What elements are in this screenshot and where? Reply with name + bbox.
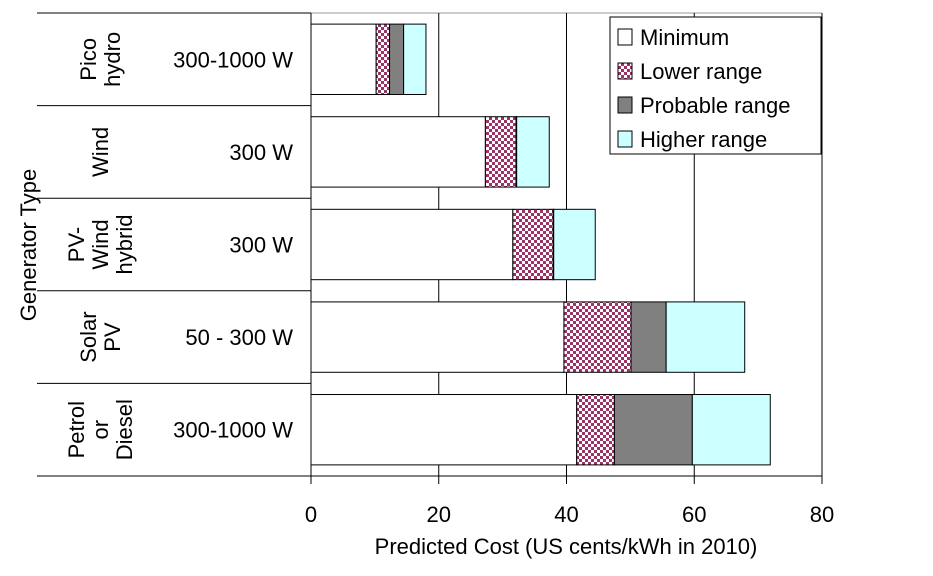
x-tick-label: 80 [810,502,834,527]
category-type-label: Wind [88,219,113,269]
bar-minimum [310,208,514,281]
legend-swatch [617,96,633,114]
bar-higher-range [403,23,427,95]
category-type-label: hydro [100,32,125,87]
category-type-label: hybrid [112,215,137,275]
bar-lower-range [512,208,554,281]
x-tick-label: 60 [682,502,706,527]
bar-minimum [310,116,486,188]
category-type-label: Petrol [64,401,89,458]
bar-higher-range [665,301,746,373]
category-type-label: Diesel [112,399,137,460]
bar-higher-range [553,208,596,281]
legend: Minimum Lower range Probable range Higher r… [609,16,822,155]
legend-label: Higher range [640,127,767,152]
bar-higher-range [516,116,550,188]
bar-higher-range [691,394,771,466]
x-axis-label: Predicted Cost (US cents/kWh in 2010) [375,534,758,559]
category-power-label: 300-1000 W [173,418,293,443]
bar-lower-range [563,301,632,373]
category-type-label: Wind [88,127,113,177]
category-power-label: 300 W [229,140,293,165]
legend-label: Probable range [640,93,790,118]
category-type-label: or [88,420,113,440]
category-power-label: 300 W [229,233,293,258]
category-type-label: PV [100,322,125,352]
legend-swatch [617,130,633,148]
category-type-label: PV- [64,227,89,262]
bar-probable-range [613,394,693,466]
category-power-label: 300-1000 W [173,47,293,72]
x-tick-label: 40 [554,502,578,527]
bar-lower-range [484,116,517,188]
x-tick-label: 20 [427,502,451,527]
legend-label: Lower range [640,59,762,84]
category-type-label: Solar [76,311,101,362]
bars [310,23,771,466]
bar-lower-range [576,394,615,466]
bar-minimum [310,301,565,373]
bar-lower-range [375,23,391,95]
category-type-label: Pico [76,38,101,81]
bar-minimum [310,23,377,95]
x-tick-label: 0 [305,502,317,527]
legend-swatch [617,28,633,46]
bar-probable-range [630,301,667,373]
category-power-label: 50 - 300 W [185,325,293,350]
y-axis-label: Generator Type [16,169,41,321]
legend-label: Minimum [640,25,729,50]
bar-probable-range [389,23,405,95]
legend-swatch [617,62,633,80]
x-axis: 0 20 40 60 80 [37,13,834,527]
bar-minimum [310,394,578,466]
legend-box [609,16,822,155]
